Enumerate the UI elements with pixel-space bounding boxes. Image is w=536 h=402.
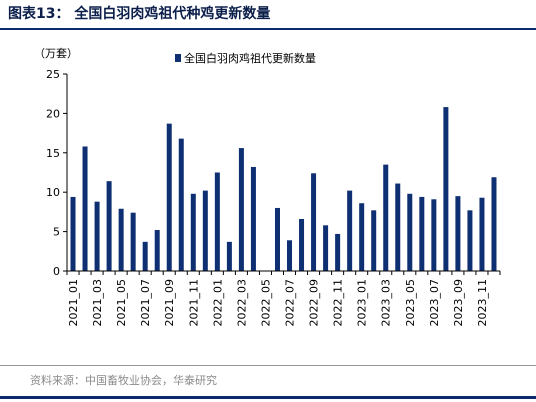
y-tick-label: 0	[53, 265, 60, 278]
source-divider	[0, 365, 536, 366]
bars	[70, 107, 497, 271]
y-axis: 0 5 10 15 20 25	[46, 68, 68, 278]
bar-2022_11	[335, 233, 341, 271]
x-tick-label: 2021_09	[163, 279, 176, 327]
y-tick-label: 25	[46, 68, 60, 81]
title-divider	[0, 28, 536, 30]
x-tick-label: 2023_07	[428, 279, 441, 327]
bar-2023_07	[431, 199, 437, 271]
bar-2021_05	[118, 208, 124, 271]
bar-2022_04	[250, 166, 256, 271]
bar-2021_03	[94, 201, 100, 271]
bar-2023_05	[407, 193, 413, 271]
bar-2022_06	[274, 207, 280, 271]
bar-2023_11	[479, 197, 485, 271]
y-tick-label: 5	[53, 226, 60, 239]
x-tick-label: 2022_03	[235, 279, 248, 327]
x-tick-label: 2023_09	[452, 279, 465, 327]
legend-swatch	[175, 54, 181, 62]
bar-2022_10	[323, 225, 329, 271]
bar-2021_04	[106, 181, 112, 271]
x-tick-label: 2022_01	[211, 279, 224, 327]
x-tick-label: 2023_01	[356, 279, 369, 327]
bar-2021_10	[178, 138, 184, 271]
bar-2021_01	[70, 196, 76, 271]
x-tick-label: 2022_07	[284, 279, 297, 327]
bar-2021_09	[166, 123, 172, 271]
bar-2023_12	[491, 177, 497, 271]
bar-2021_08	[154, 230, 160, 271]
x-tick-label: 2022_05	[259, 279, 272, 327]
bar-2023_02	[371, 210, 377, 271]
x-tick-label: 2021_03	[91, 279, 104, 327]
bar-2023_10	[467, 210, 473, 271]
bar-2021_02	[82, 146, 88, 271]
x-tick-label: 2023_03	[380, 279, 393, 327]
bar-2023_06	[419, 196, 425, 271]
figure-title: 图表13： 全国白羽肉鸡祖代种鸡更新数量	[8, 6, 271, 22]
y-tick-label: 15	[46, 147, 60, 160]
bar-2021_11	[190, 193, 196, 271]
bar-2021_07	[142, 241, 148, 271]
y-tick-label: 20	[46, 107, 60, 120]
bar-2022_03	[238, 148, 244, 271]
x-tick-label: 2022_09	[308, 279, 321, 327]
legend: 全国白羽肉鸡祖代更新数量	[175, 51, 316, 65]
bar-2021_06	[130, 212, 136, 271]
legend-label: 全国白羽肉鸡祖代更新数量	[184, 51, 316, 65]
source-note: 资料来源：中国畜牧业协会，华泰研究	[30, 374, 217, 387]
x-axis: 2021_01 2021_03 2021_05 2021_07 2021_09 2021_…	[66, 270, 501, 327]
bar-2023_09	[455, 196, 461, 271]
bar-2022_09	[311, 173, 317, 271]
x-tick-label: 2021_07	[139, 279, 152, 327]
y-tick-label: 10	[46, 186, 60, 199]
y-unit-label: （万套）	[34, 47, 78, 60]
bar-2021_12	[202, 190, 208, 271]
bar-2022_12	[347, 190, 353, 271]
bar-2023_03	[383, 164, 389, 271]
bottom-divider	[0, 396, 536, 399]
x-tick-label: 2023_11	[476, 279, 489, 327]
x-tick-label: 2021_01	[67, 279, 80, 327]
x-tick-label: 2022_11	[332, 279, 345, 327]
bar-2023_01	[359, 203, 365, 271]
bar-2022_07	[287, 240, 293, 271]
bar-2022_08	[299, 218, 305, 271]
bar-2023_08	[443, 107, 449, 271]
bar-2022_02	[226, 241, 232, 271]
x-tick-label: 2021_11	[187, 279, 200, 327]
x-tick-label: 2023_05	[404, 279, 417, 327]
bar-2023_04	[395, 183, 401, 271]
bar-2022_01	[214, 172, 220, 271]
x-tick-label: 2021_05	[115, 279, 128, 327]
